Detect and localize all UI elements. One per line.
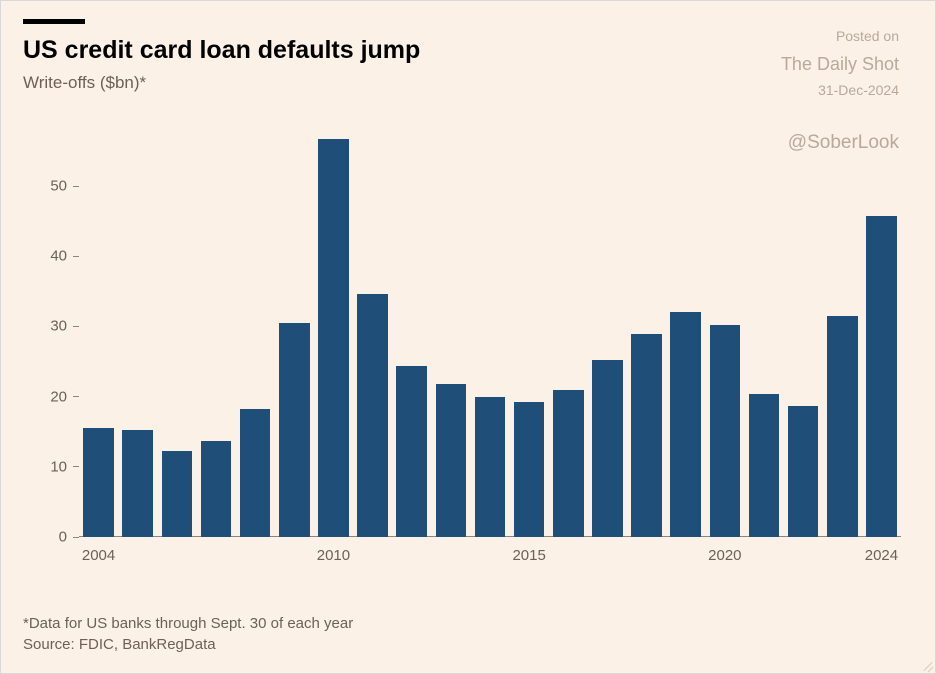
bar: [749, 394, 780, 537]
footnote-line-2: Source: FDIC, BankRegData: [23, 634, 353, 655]
chart-subtitle: Write-offs ($bn)*: [23, 73, 913, 93]
y-tick: [73, 186, 79, 187]
chart-area: 0 10 20 30 40 50 2004 2010 2015 2020 2024: [23, 137, 913, 581]
bar: [83, 428, 114, 537]
y-tick: [73, 537, 79, 538]
x-axis-label: 2010: [317, 547, 350, 564]
chart-inner: US credit card loan defaults jump Write-…: [23, 19, 913, 655]
x-axis-label: 2004: [82, 547, 115, 564]
y-tick: [73, 466, 79, 467]
y-axis-label: 50: [50, 178, 67, 195]
bar: [670, 312, 701, 537]
footnote: *Data for US banks through Sept. 30 of e…: [23, 613, 353, 655]
bar: [475, 397, 506, 537]
bar: [553, 390, 584, 537]
bar: [201, 441, 232, 537]
footnote-line-1: *Data for US banks through Sept. 30 of e…: [23, 613, 353, 634]
bar: [279, 323, 310, 537]
accent-bar: [23, 19, 85, 24]
x-axis-label: 2020: [708, 547, 741, 564]
bar: [122, 430, 153, 537]
bar: [396, 366, 427, 537]
y-tick: [73, 396, 79, 397]
y-axis-label: 20: [50, 388, 67, 405]
y-axis-label: 40: [50, 248, 67, 265]
bar: [592, 360, 623, 537]
bar: [631, 334, 662, 538]
bar: [318, 139, 349, 537]
chart-frame: US credit card loan defaults jump Write-…: [0, 0, 936, 674]
y-axis-label: 10: [50, 458, 67, 475]
bar: [162, 451, 193, 537]
bar: [866, 216, 897, 537]
bar: [240, 409, 271, 537]
chart-title: US credit card loan defaults jump: [23, 36, 913, 65]
x-axis-label: 2024: [865, 547, 898, 564]
y-tick: [73, 256, 79, 257]
x-axis-label: 2015: [512, 547, 545, 564]
bar: [788, 406, 819, 537]
bar: [357, 294, 388, 538]
y-axis-label: 30: [50, 318, 67, 335]
plot-area: 0102030405020042010201520202024: [79, 137, 901, 537]
bar: [827, 316, 858, 537]
bar: [436, 384, 467, 537]
bar: [514, 402, 545, 537]
bar: [710, 325, 741, 537]
resize-grip-icon: [921, 659, 933, 671]
y-tick: [73, 326, 79, 327]
bars-container: [79, 137, 901, 537]
y-axis-label: 0: [59, 529, 67, 546]
